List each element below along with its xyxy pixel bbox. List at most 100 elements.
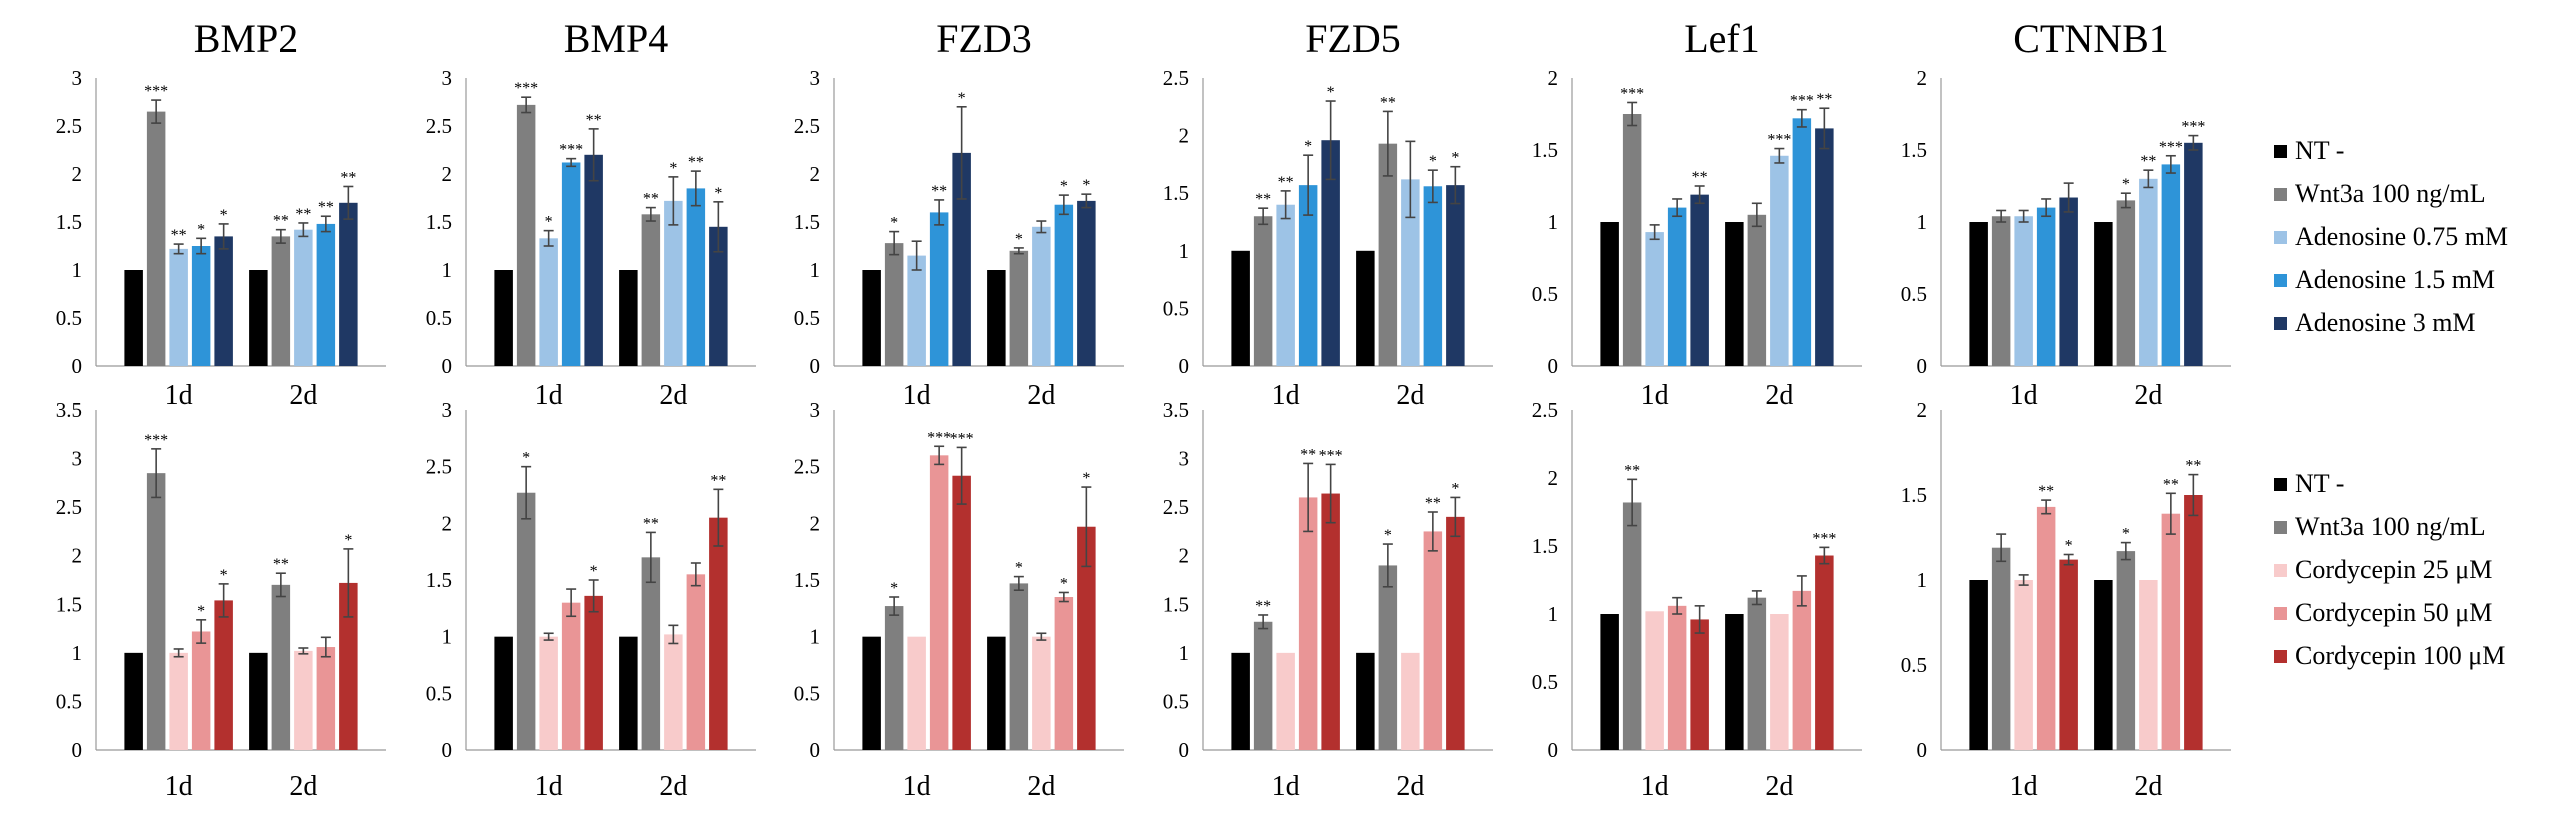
bar <box>641 214 661 366</box>
significance-marker: * <box>220 567 228 584</box>
y-tick-label: 1.5 <box>1901 138 1927 162</box>
bar <box>884 243 904 366</box>
bar <box>1378 565 1398 750</box>
x-category-label: 2d <box>289 380 317 411</box>
significance-marker: * <box>890 580 898 597</box>
bar <box>709 517 728 750</box>
bar <box>1298 497 1318 750</box>
significance-marker: * <box>2065 538 2073 555</box>
y-tick-label: 1 <box>72 641 83 665</box>
bar <box>124 270 143 366</box>
bar <box>987 270 1006 366</box>
y-tick-label: 0.5 <box>426 681 452 705</box>
chart-panel-10: 00.511.522.533.51d**** ***2d**** <box>1163 398 1493 802</box>
bar <box>516 492 536 750</box>
bar <box>907 255 926 366</box>
significance-marker: ** <box>1255 191 1271 208</box>
bar <box>2116 551 2136 750</box>
bar <box>1622 502 1642 750</box>
bar <box>1690 194 1709 366</box>
significance-marker: ** <box>1300 446 1316 463</box>
bar <box>271 236 291 366</box>
y-tick-label: 0 <box>810 738 821 762</box>
bar <box>862 636 881 750</box>
significance-marker: * <box>545 214 553 231</box>
bar <box>1356 250 1375 366</box>
bar <box>1077 200 1096 366</box>
significance-marker: * <box>1429 153 1437 170</box>
bar <box>1231 250 1250 366</box>
y-tick-label: 0.5 <box>1532 282 1558 306</box>
legend-swatch <box>2274 274 2287 287</box>
bar <box>2184 142 2203 366</box>
bar <box>2161 164 2181 366</box>
y-tick-label: 1 <box>1917 210 1928 234</box>
bar <box>1747 214 1767 366</box>
x-category-label: 1d <box>535 380 563 411</box>
significance-marker: * <box>1304 138 1312 155</box>
y-tick-label: 0 <box>1548 738 1559 762</box>
significance-marker: * <box>958 90 966 107</box>
legend-swatch <box>2274 188 2287 201</box>
bar <box>1032 226 1051 366</box>
bar <box>952 152 971 366</box>
y-tick-label: 2.5 <box>426 114 452 138</box>
significance-marker: ** <box>931 183 947 200</box>
x-category-label: 1d <box>903 380 931 411</box>
y-tick-label: 0.5 <box>1532 670 1558 694</box>
bar <box>2094 580 2113 750</box>
y-tick-label: 0 <box>1917 354 1928 378</box>
bar <box>1792 118 1812 366</box>
x-category-label: 2d <box>1765 771 1793 802</box>
bar <box>2059 197 2078 366</box>
bar <box>1969 222 1988 366</box>
x-category-label: 2d <box>1396 771 1424 802</box>
significance-marker: * <box>1060 575 1068 592</box>
legend-label: Wnt3a 100 ng/mL <box>2295 512 2486 541</box>
bar <box>1253 216 1273 366</box>
significance-marker: ** <box>2163 476 2179 493</box>
significance-marker: ** <box>643 191 659 208</box>
bar <box>1645 611 1664 750</box>
y-tick-label: 2 <box>810 511 821 535</box>
y-tick-label: 0 <box>810 354 821 378</box>
bar <box>2116 200 2136 366</box>
y-tick-label: 1 <box>442 258 453 282</box>
significance-marker: * <box>1384 527 1392 544</box>
bar <box>1622 114 1642 366</box>
y-tick-label: 0.5 <box>1163 296 1189 320</box>
bar <box>2059 559 2078 750</box>
bar <box>1231 652 1250 750</box>
bar <box>929 455 949 750</box>
x-category-label: 1d <box>1272 380 1300 411</box>
y-tick-label: 2 <box>1548 66 1559 90</box>
x-category-label: 1d <box>2010 771 2038 802</box>
bar <box>2014 216 2033 366</box>
significance-marker: *** <box>2159 139 2183 156</box>
y-tick-label: 1.5 <box>1163 592 1189 616</box>
x-category-label: 2d <box>659 380 687 411</box>
y-tick-label: 1 <box>1917 568 1928 592</box>
y-tick-label: 1.5 <box>1901 483 1927 507</box>
y-tick-label: 2.5 <box>1163 66 1189 90</box>
y-tick-label: 1.5 <box>426 568 452 592</box>
bar <box>1600 614 1619 750</box>
y-tick-label: 3 <box>72 66 83 90</box>
bar <box>1770 614 1789 750</box>
x-category-label: 2d <box>1027 771 1055 802</box>
y-tick-label: 1.5 <box>56 210 82 234</box>
bar <box>1356 652 1375 750</box>
chart-panel-11: 0 0.5 1 1.5 2 2.5 1d ** 2d *** <box>1532 398 1862 802</box>
bar <box>1446 516 1465 750</box>
bar <box>1054 204 1074 366</box>
y-tick-label: 2 <box>442 511 453 535</box>
y-tick-label: 1.5 <box>794 210 820 234</box>
legend-label: Adenosine 0.75 mM <box>2295 222 2508 251</box>
bar <box>686 188 706 366</box>
y-tick-label: 1 <box>442 625 453 649</box>
y-tick-label: 2 <box>1917 398 1928 422</box>
bar <box>2161 513 2181 750</box>
y-tick-label: 1.5 <box>794 568 820 592</box>
